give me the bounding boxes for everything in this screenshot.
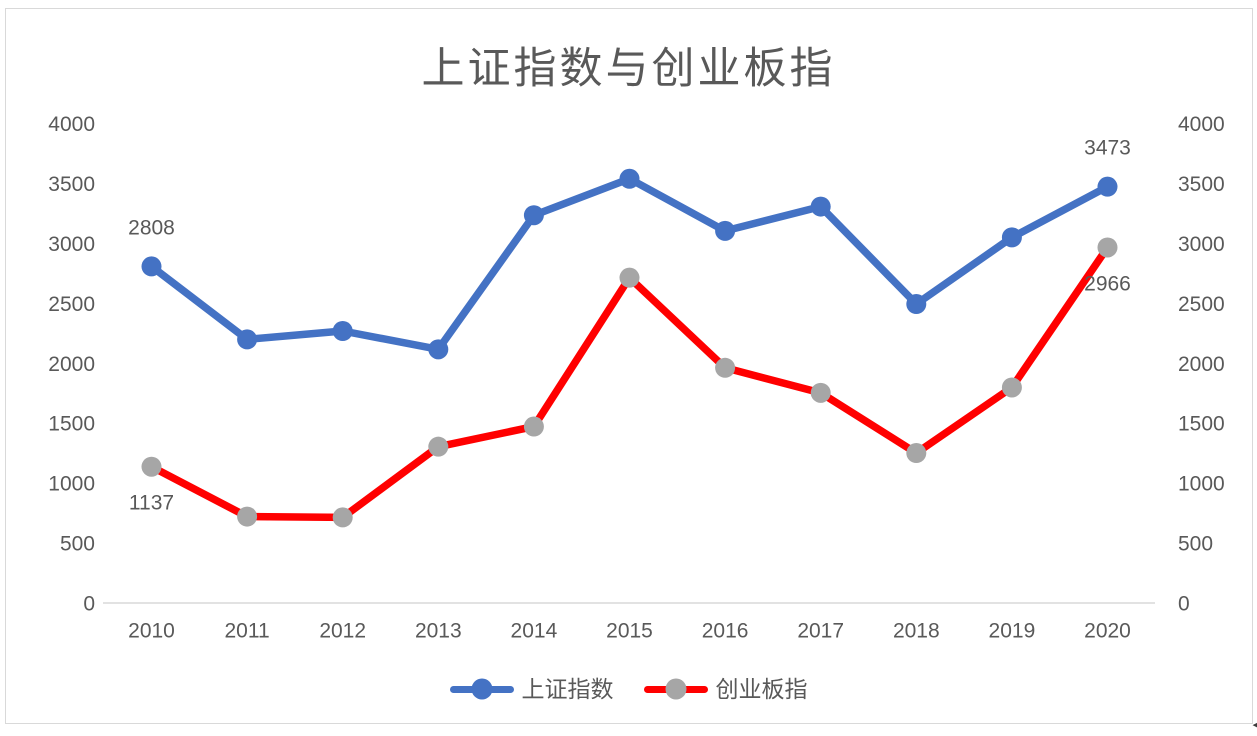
y-axis-tick-right: 1000 xyxy=(1178,473,1225,496)
legend-label-sse: 上证指数 xyxy=(521,675,614,702)
data-label: 2808 xyxy=(128,216,175,239)
x-axis-label: 2016 xyxy=(702,620,749,643)
series-0-marker xyxy=(237,329,258,350)
y-axis-tick-left: 2500 xyxy=(48,293,95,316)
y-axis-tick-right: 1500 xyxy=(1178,413,1225,436)
data-label: 2966 xyxy=(1084,272,1131,295)
legend: 上证指数 创业板指 xyxy=(0,672,1257,706)
y-axis-tick-left: 4000 xyxy=(48,113,95,136)
series-0-marker xyxy=(1097,176,1118,197)
y-axis-tick-left: 2000 xyxy=(48,353,95,376)
x-axis-label: 2014 xyxy=(511,620,558,643)
y-axis-tick-right: 2500 xyxy=(1178,293,1225,316)
series-1-marker xyxy=(619,267,640,288)
series-0-marker xyxy=(810,196,831,217)
series-1-marker xyxy=(332,507,353,528)
x-axis-label: 2012 xyxy=(319,620,366,643)
series-1-marker xyxy=(1001,377,1022,398)
x-axis-label: 2013 xyxy=(415,620,462,643)
series-0-marker xyxy=(1001,227,1022,248)
series-0-marker xyxy=(619,168,640,189)
legend-marker-icon-chinext xyxy=(665,678,686,700)
series-1-marker xyxy=(428,436,449,457)
legend-line-swatch-chinext xyxy=(643,678,708,700)
x-axis-label: 2020 xyxy=(1084,620,1131,643)
y-axis-tick-left: 0 xyxy=(83,593,95,616)
legend-marker-icon-sse xyxy=(471,678,492,700)
y-axis-tick-right: 3500 xyxy=(1178,173,1225,196)
data-label: 1137 xyxy=(129,492,174,515)
legend-item-chinext: 创业板指 xyxy=(643,675,808,702)
series-0-marker xyxy=(523,205,544,226)
legend-item-sse: 上证指数 xyxy=(449,675,614,702)
y-axis-tick-right: 4000 xyxy=(1178,113,1225,136)
y-axis-tick-left: 3000 xyxy=(48,233,95,256)
series-1-marker xyxy=(1097,237,1118,258)
series-0-marker xyxy=(332,321,353,342)
data-label: 3473 xyxy=(1084,137,1131,160)
y-axis-tick-left: 3500 xyxy=(48,173,95,196)
series-0-marker xyxy=(141,256,162,277)
x-axis-label: 2017 xyxy=(797,620,844,643)
series-0-marker xyxy=(428,339,449,360)
x-axis-label: 2010 xyxy=(128,620,175,643)
y-axis-tick-left: 1000 xyxy=(48,473,95,496)
series-line-0 xyxy=(147,175,1112,354)
chart-title: 上证指数与创业板指 xyxy=(421,45,836,93)
series-1-marker xyxy=(715,357,736,378)
series-0-marker xyxy=(715,220,736,241)
legend-label-chinext: 创业板指 xyxy=(715,675,808,702)
series-0-marker xyxy=(906,294,927,315)
series-1-marker xyxy=(237,506,258,527)
x-axis-label: 2015 xyxy=(606,620,653,643)
y-axis-tick-right: 2000 xyxy=(1178,353,1225,376)
series-line-1 xyxy=(147,243,1112,522)
x-axis-label: 2018 xyxy=(893,620,940,643)
series-1-marker xyxy=(523,416,544,437)
y-axis-tick-right: 0 xyxy=(1178,593,1190,616)
series-1-marker xyxy=(906,443,927,464)
legend-line-swatch-sse xyxy=(449,678,514,700)
x-axis-label: 2011 xyxy=(225,620,270,643)
y-axis-tick-right: 3000 xyxy=(1178,233,1225,256)
resize-handle-icon: ◀ xyxy=(1252,719,1257,731)
series-1-marker xyxy=(141,456,162,477)
series-1-marker xyxy=(810,382,831,403)
y-axis-tick-left: 500 xyxy=(60,533,95,556)
y-axis-tick-left: 1500 xyxy=(48,413,95,436)
y-axis-tick-right: 500 xyxy=(1178,533,1213,556)
x-axis-label: 2019 xyxy=(989,620,1036,643)
